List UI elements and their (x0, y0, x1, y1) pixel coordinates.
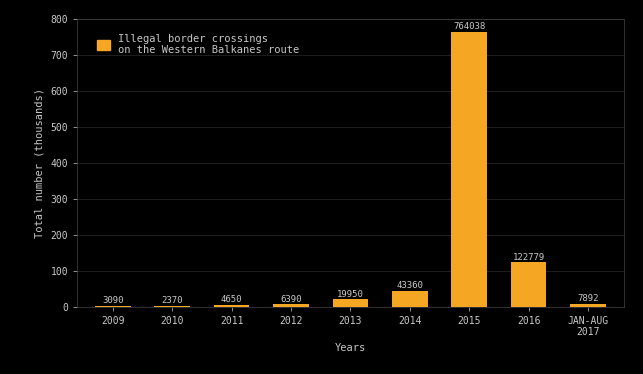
Text: 6390: 6390 (280, 295, 302, 304)
Text: 122779: 122779 (512, 253, 545, 262)
X-axis label: Years: Years (335, 343, 366, 353)
Bar (570, 304, 606, 307)
Text: 7892: 7892 (577, 294, 599, 303)
Bar (273, 304, 309, 307)
Bar (154, 306, 190, 307)
Text: 2370: 2370 (161, 296, 183, 305)
Bar (511, 263, 547, 307)
Bar (332, 300, 368, 307)
Bar (451, 32, 487, 307)
Y-axis label: Total number (thousands): Total number (thousands) (35, 88, 45, 238)
Legend: Illegal border crossings
on the Western Balkanes route: Illegal border crossings on the Western … (93, 30, 303, 59)
Bar (392, 291, 428, 307)
Text: 3090: 3090 (102, 296, 123, 305)
Bar (213, 305, 249, 307)
Text: 764038: 764038 (453, 22, 485, 31)
Bar (95, 306, 131, 307)
Text: 19950: 19950 (337, 290, 364, 299)
Text: 4650: 4650 (221, 295, 242, 304)
Text: 43360: 43360 (396, 281, 423, 290)
